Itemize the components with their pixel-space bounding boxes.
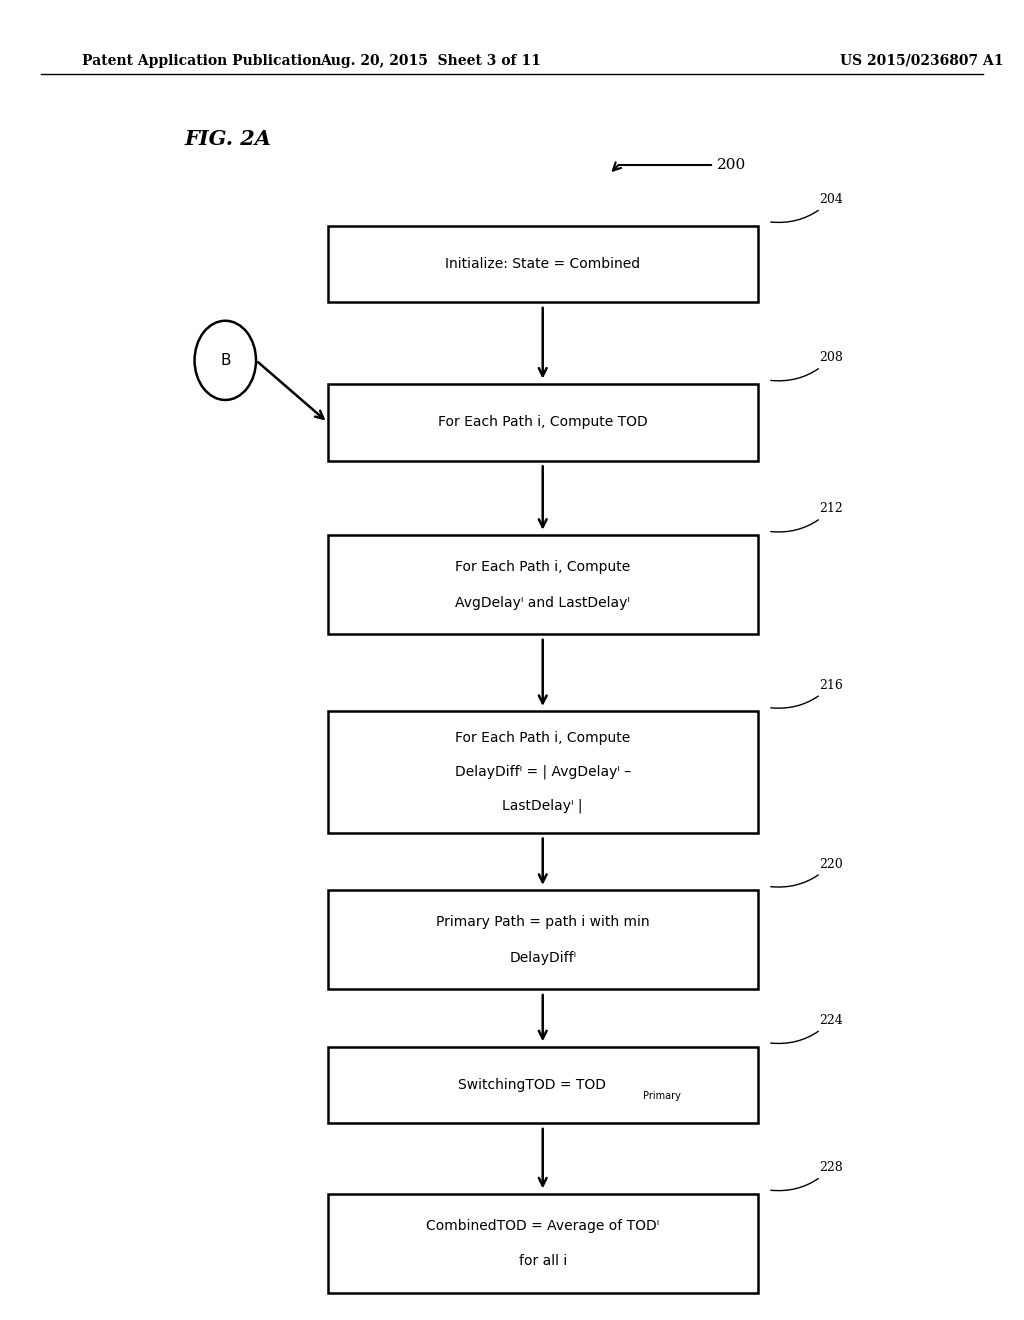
Text: Primary: Primary [643,1090,681,1101]
Text: 228: 228 [771,1162,843,1191]
FancyBboxPatch shape [328,384,758,461]
FancyBboxPatch shape [328,890,758,990]
Text: 216: 216 [771,678,843,709]
Text: 204: 204 [771,193,843,223]
Text: CombinedTOD = Average of TODᴵ: CombinedTOD = Average of TODᴵ [426,1218,659,1233]
FancyBboxPatch shape [328,711,758,833]
Text: 208: 208 [771,351,843,381]
Text: B: B [220,352,230,368]
FancyBboxPatch shape [328,226,758,302]
Circle shape [195,321,256,400]
Text: DelayDiffᴵ = | AvgDelayᴵ –: DelayDiffᴵ = | AvgDelayᴵ – [455,766,631,779]
Text: 224: 224 [771,1014,843,1044]
FancyBboxPatch shape [328,1047,758,1123]
Text: 200: 200 [613,158,746,172]
Text: Primary Path = path i with min: Primary Path = path i with min [436,915,649,929]
Text: for all i: for all i [518,1254,567,1269]
FancyBboxPatch shape [328,1193,758,1294]
Text: 212: 212 [771,503,843,532]
FancyBboxPatch shape [328,536,758,634]
Text: FIG. 2A: FIG. 2A [184,128,271,149]
Text: LastDelayᴵ |: LastDelayᴵ | [503,799,583,813]
Text: 220: 220 [771,858,843,887]
Text: For Each Path i, Compute: For Each Path i, Compute [455,560,631,574]
Text: Patent Application Publication: Patent Application Publication [82,54,322,67]
Text: AvgDelayᴵ and LastDelayᴵ: AvgDelayᴵ and LastDelayᴵ [456,595,630,610]
Text: For Each Path i, Compute TOD: For Each Path i, Compute TOD [438,416,647,429]
Text: DelayDiffᴵ: DelayDiffᴵ [509,950,577,965]
Text: US 2015/0236807 A1: US 2015/0236807 A1 [840,54,1004,67]
Text: Initialize: State = Combined: Initialize: State = Combined [445,257,640,271]
Text: For Each Path i, Compute: For Each Path i, Compute [455,731,631,746]
Text: SwitchingTOD = TOD: SwitchingTOD = TOD [459,1078,606,1092]
Text: Aug. 20, 2015  Sheet 3 of 11: Aug. 20, 2015 Sheet 3 of 11 [319,54,541,67]
